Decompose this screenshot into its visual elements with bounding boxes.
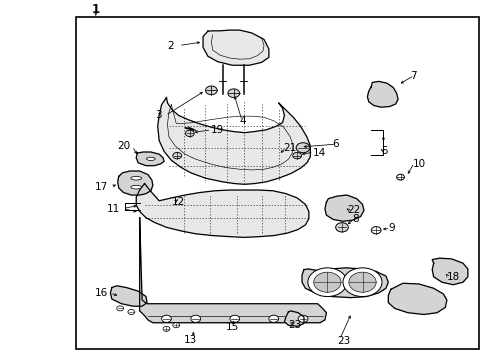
Circle shape [348, 272, 375, 292]
Circle shape [296, 143, 309, 153]
Circle shape [190, 315, 200, 322]
Text: 9: 9 [387, 224, 394, 233]
Circle shape [307, 268, 346, 297]
Polygon shape [140, 218, 326, 323]
Text: 8: 8 [351, 215, 358, 224]
Polygon shape [136, 184, 308, 237]
Text: 7: 7 [409, 71, 416, 81]
Polygon shape [366, 81, 397, 107]
Circle shape [370, 226, 380, 234]
Circle shape [268, 315, 278, 322]
Polygon shape [284, 311, 304, 326]
Text: 13: 13 [184, 334, 197, 345]
Text: 18: 18 [446, 272, 459, 282]
Circle shape [396, 174, 404, 180]
Circle shape [335, 223, 347, 232]
Circle shape [342, 268, 381, 297]
Ellipse shape [131, 176, 142, 180]
Polygon shape [158, 98, 310, 184]
Circle shape [128, 310, 135, 315]
Text: 16: 16 [95, 288, 108, 298]
Text: 20: 20 [117, 141, 130, 151]
Circle shape [117, 306, 123, 311]
Circle shape [185, 130, 194, 136]
Polygon shape [110, 286, 147, 306]
Polygon shape [302, 268, 387, 298]
Text: 4: 4 [239, 116, 246, 126]
Text: 14: 14 [312, 148, 325, 158]
Circle shape [161, 315, 171, 322]
Circle shape [292, 152, 301, 159]
Polygon shape [431, 258, 467, 285]
Circle shape [298, 315, 307, 322]
Circle shape [172, 152, 181, 159]
Text: 23: 23 [336, 336, 350, 346]
Polygon shape [136, 152, 163, 166]
Text: 15: 15 [225, 322, 239, 332]
Text: 11: 11 [107, 204, 120, 214]
Polygon shape [325, 195, 363, 221]
Circle shape [205, 86, 217, 95]
Polygon shape [387, 283, 446, 315]
Circle shape [229, 315, 239, 322]
Text: 12: 12 [171, 197, 184, 207]
Polygon shape [203, 30, 268, 65]
Text: 23: 23 [288, 320, 301, 330]
Bar [76, 17, 478, 348]
Circle shape [227, 89, 239, 98]
Ellipse shape [146, 157, 155, 161]
Ellipse shape [131, 185, 142, 189]
Text: 1: 1 [92, 3, 100, 16]
Text: 17: 17 [95, 182, 108, 192]
Circle shape [172, 323, 179, 328]
Text: 21: 21 [283, 143, 296, 153]
Text: 19: 19 [210, 125, 223, 135]
Circle shape [313, 272, 340, 292]
Polygon shape [118, 171, 153, 195]
Text: 3: 3 [155, 111, 161, 121]
Text: 22: 22 [346, 206, 359, 216]
Text: 10: 10 [412, 159, 425, 169]
Circle shape [163, 326, 169, 331]
Text: 6: 6 [331, 139, 338, 149]
Text: 2: 2 [167, 41, 173, 50]
Text: 5: 5 [380, 146, 387, 156]
